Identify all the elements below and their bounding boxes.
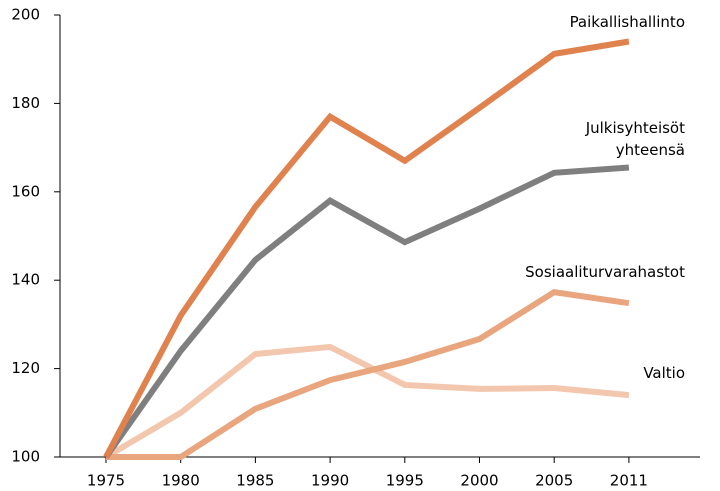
x-tick-label: 2011 — [610, 472, 648, 490]
series-label: Julkisyhteisöt yhteensä — [585, 119, 685, 159]
x-tick-label: 1990 — [311, 472, 349, 490]
series-line — [104, 343, 630, 460]
x-tick-label: 2000 — [460, 472, 498, 490]
series-label: Paikallishallinto — [569, 13, 685, 31]
y-tick-label: 180 — [11, 94, 40, 112]
series-label: Sosiaaliturvarahastot — [525, 263, 685, 281]
series-label: Valtio — [643, 364, 685, 382]
x-tick-label: 1980 — [162, 472, 200, 490]
y-tick-label: 140 — [11, 271, 40, 289]
x-tick-label: 1975 — [87, 472, 125, 490]
y-tick-label: 100 — [11, 448, 40, 466]
series-line — [103, 38, 630, 459]
series-line — [103, 164, 630, 459]
y-tick-label: 200 — [11, 6, 40, 24]
x-tick-label: 1985 — [236, 472, 274, 490]
series-line — [106, 289, 630, 460]
y-tick-label: 160 — [11, 182, 40, 200]
x-tick-label: 1995 — [386, 472, 424, 490]
y-tick-label: 120 — [11, 359, 40, 377]
x-tick-label: 2005 — [535, 472, 573, 490]
